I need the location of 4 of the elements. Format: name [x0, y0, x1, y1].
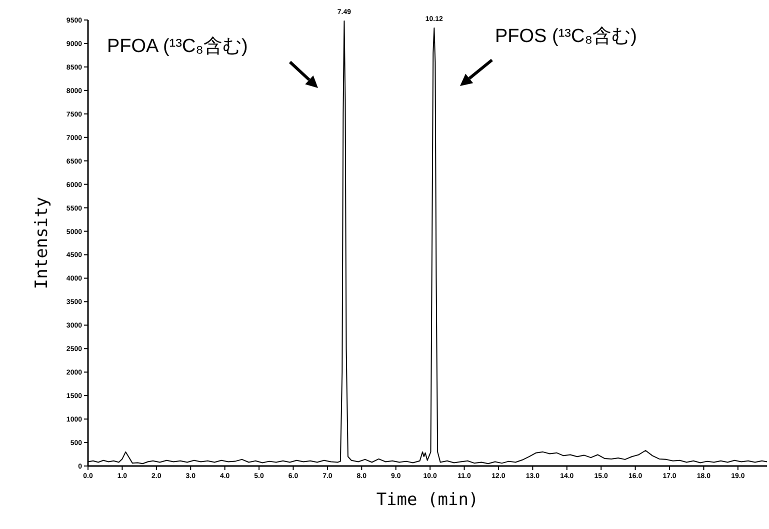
annotation: PFOA (¹³C₈含む): [107, 36, 248, 57]
annotation: PFOS (¹³C₈含む): [495, 26, 637, 47]
y-axis-title: Intensity: [32, 196, 52, 290]
x-axis-title: Time (min): [376, 490, 479, 510]
